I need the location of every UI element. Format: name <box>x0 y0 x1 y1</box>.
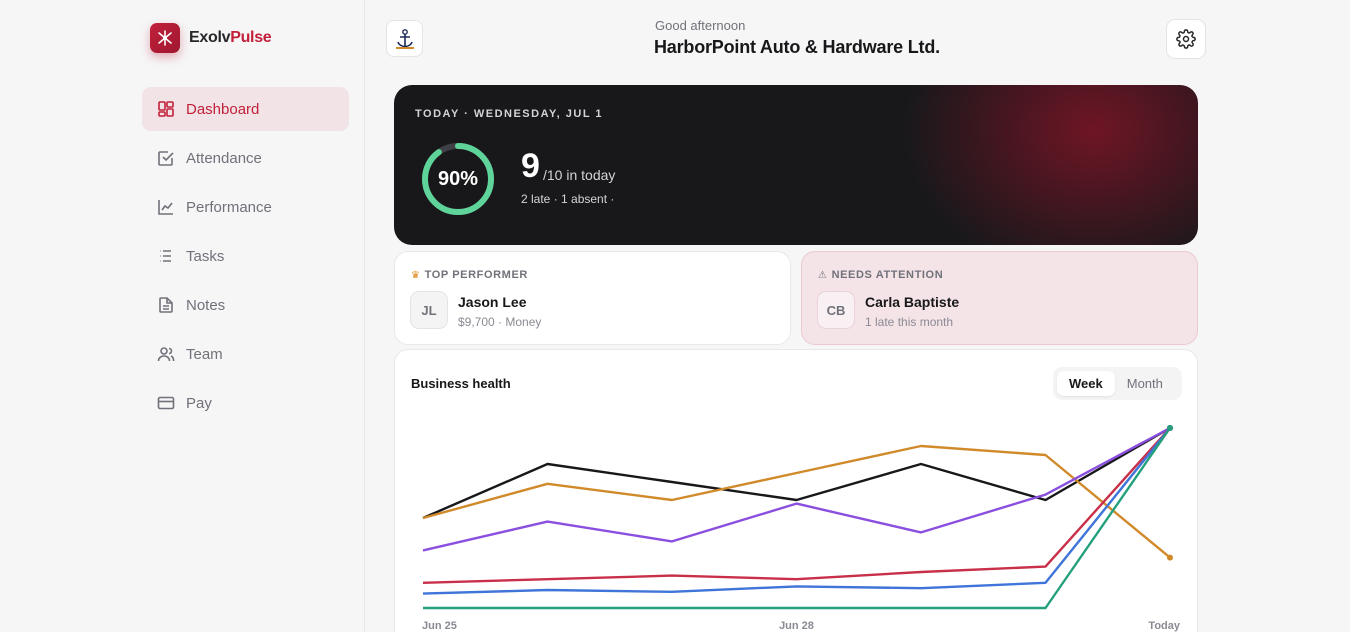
avatar: CB <box>817 291 855 329</box>
anchor-logo-icon <box>395 28 414 49</box>
sidebar-item-label: Performance <box>186 198 272 216</box>
chart-title: Business health <box>411 376 511 391</box>
document-icon <box>159 297 173 313</box>
series-line-5 <box>422 427 1171 595</box>
chart-line-icon <box>158 200 173 215</box>
sidebar-item-label: Team <box>186 345 223 363</box>
sidebar-item-label: Pay <box>186 394 212 412</box>
business-health-chart: Jun 25 Jun 28 Today <box>422 425 1181 632</box>
sidebar-item-team[interactable]: Team <box>142 332 349 376</box>
org-logo <box>386 20 423 57</box>
top-performer-card[interactable]: ♛ TOP PERFORMER JL Jason Lee $9,700 · Mo… <box>394 251 791 345</box>
brand[interactable]: ExolvPulse <box>150 23 272 53</box>
brand-name-part2: Pulse <box>230 29 272 46</box>
dashboard-icon <box>158 101 174 117</box>
sidebar-nav: Dashboard Attendance Performance Tasks N… <box>142 87 349 430</box>
checkbox-icon <box>158 151 174 166</box>
sidebar-item-label: Notes <box>186 296 226 314</box>
sidebar-item-pay[interactable]: Pay <box>142 381 349 425</box>
sidebar-item-performance[interactable]: Performance <box>142 185 349 229</box>
period-toggle: Week Month <box>1053 367 1182 400</box>
sidebar-item-label: Dashboard <box>186 100 260 118</box>
greeting: Good afternoon <box>655 18 746 33</box>
series-line-2 <box>422 444 1171 559</box>
sidebar-item-dashboard[interactable]: Dashboard <box>142 87 349 131</box>
top-performer-title-text: TOP PERFORMER <box>424 269 528 281</box>
series-end-point-2[interactable] <box>1167 554 1173 561</box>
settings-button[interactable] <box>1166 19 1206 59</box>
series-end-point-6[interactable] <box>1167 425 1173 431</box>
sidebar: ExolvPulse Dashboard Attendance Performa… <box>0 0 365 632</box>
series-line-1 <box>422 426 1171 520</box>
warning-icon: ⚠ <box>818 269 828 281</box>
sidebar-item-attendance[interactable]: Attendance <box>142 136 349 180</box>
needs-attention-card[interactable]: ⚠ NEEDS ATTENTION CB Carla Baptiste 1 la… <box>801 251 1198 345</box>
needs-attention-title: ⚠ NEEDS ATTENTION <box>818 269 943 281</box>
x-tick-label: Today <box>1148 620 1180 632</box>
gear-icon <box>1176 29 1196 49</box>
series-line-4 <box>422 427 1171 584</box>
tab-week[interactable]: Week <box>1057 371 1115 396</box>
series-line-3 <box>422 426 1171 552</box>
users-icon <box>157 347 175 362</box>
crown-icon: ♛ <box>411 269 421 281</box>
needs-attention-name: Carla Baptiste <box>865 294 960 310</box>
org-name: HarborPoint Auto & Hardware Ltd. <box>654 37 940 57</box>
top-performer-detail: $9,700 · Money <box>458 315 542 329</box>
attendance-ring <box>422 143 494 215</box>
top-performer-name: Jason Lee <box>458 294 527 310</box>
present-total: /10 in today <box>543 167 616 183</box>
needs-attention-title-text: NEEDS ATTENTION <box>831 269 944 281</box>
attendance-percent: 90% <box>437 167 479 190</box>
list-icon <box>160 250 171 262</box>
sidebar-item-tasks[interactable]: Tasks <box>142 234 349 278</box>
series-line-6 <box>423 427 1171 610</box>
needs-attention-detail: 1 late this month <box>865 315 954 329</box>
business-health-card: Business health Week Month Jun 25 Jun 28 T… <box>394 349 1198 632</box>
today-date: TODAY · WEDNESDAY, JUL 1 <box>415 108 604 120</box>
brand-name-part1: Exolv <box>189 29 231 46</box>
x-tick-label: Jun 28 <box>779 620 814 632</box>
late-absent-summary: 2 late · 1 absent · <box>521 192 615 206</box>
brand-name: ExolvPulse <box>189 29 272 47</box>
sidebar-item-label: Attendance <box>186 149 262 167</box>
today-summary-card: TODAY · WEDNESDAY, JUL 1 90% 9 /10 in to… <box>394 85 1198 245</box>
sidebar-item-notes[interactable]: Notes <box>142 283 349 327</box>
brand-logo-icon <box>150 23 180 53</box>
avatar: JL <box>410 291 448 329</box>
card-icon <box>157 396 175 410</box>
sidebar-item-label: Tasks <box>186 247 225 265</box>
present-count: 9 <box>521 147 540 185</box>
top-performer-title: ♛ TOP PERFORMER <box>411 269 528 281</box>
x-tick-label: Jun 25 <box>422 620 457 632</box>
tab-month[interactable]: Month <box>1126 376 1163 391</box>
